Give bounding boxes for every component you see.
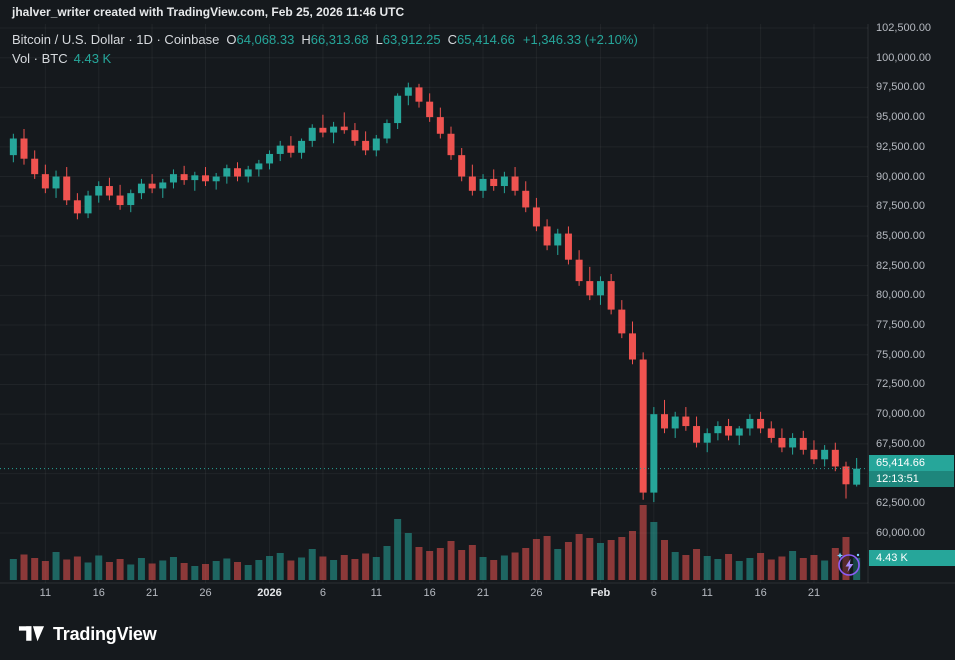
time-axis-label: 11 <box>701 587 713 599</box>
price-axis[interactable]: 102,500.00 100,000.00 97,500.00 95,000.00 92… <box>876 0 954 600</box>
time-axis-label: 16 <box>92 587 105 599</box>
volume-axis-badge: 4.43 K <box>869 549 955 566</box>
volume-row: Vol · BTC 4.43 K <box>12 49 638 68</box>
symbol-title: Bitcoin / U.S. Dollar · 1D · Coinbase <box>12 32 220 47</box>
symbol-row: Bitcoin / U.S. Dollar · 1D · Coinbase O6… <box>12 30 638 49</box>
price-axis-label: 97,500.00 <box>876 81 925 94</box>
volume-label: Vol · BTC <box>12 51 68 66</box>
bar-countdown: 12:13:51 <box>869 470 954 487</box>
price-axis-label: 62,500.00 <box>876 497 925 510</box>
low-label: L <box>375 32 383 47</box>
price-axis-label: 60,000.00 <box>876 527 925 539</box>
tradingview-logo-text: TradingView <box>53 623 157 644</box>
price-axis-label: 92,500.00 <box>876 140 925 153</box>
volume-layer <box>9 505 861 580</box>
tradingview-logo-mark-icon <box>18 626 45 642</box>
time-axis-label: 21 <box>145 587 159 599</box>
current-price-value: 65,414.66 <box>869 454 954 471</box>
price-axis-label: 87,500.00 <box>876 200 925 213</box>
time-axis-label: Feb <box>590 587 611 599</box>
lightning-bolt-icon <box>845 559 854 572</box>
high-label: H <box>301 32 311 47</box>
attribution-text: jhalver_writer created with TradingView.… <box>12 5 405 19</box>
price-axis-label: 100,000.00 <box>876 51 932 64</box>
grid-layer <box>0 24 868 583</box>
price-axis-label: 70,000.00 <box>876 408 925 421</box>
sparkle-dot-icon <box>856 553 860 557</box>
price-axis-label: 95,000.00 <box>876 111 925 124</box>
current-price-badge: 65,414.66 12:13:51 <box>869 454 954 487</box>
price-axis-label: 82,500.00 <box>876 259 925 272</box>
open-label: O <box>226 32 237 47</box>
open-value: 64,068.33 <box>236 32 295 47</box>
price-axis-label: 90,000.00 <box>876 170 925 183</box>
sparkle-icon <box>837 552 843 559</box>
tradingview-logo[interactable]: TradingView <box>18 620 157 648</box>
chart-legend: Bitcoin / U.S. Dollar · 1D · Coinbase O6… <box>12 30 638 68</box>
price-axis-label: 72,500.00 <box>876 378 925 391</box>
price-axis-label: 102,500.00 <box>876 22 932 34</box>
attribution-bar: jhalver_writer created with TradingView.… <box>0 0 955 24</box>
time-axis[interactable]: 11 16 21 26 2026 6 11 16 21 26 Feb 6 11 16 21 <box>0 587 868 603</box>
axis-borders <box>0 24 955 584</box>
time-axis-label: 26 <box>199 587 212 599</box>
time-axis-label: 21 <box>807 587 821 599</box>
price-axis-label: 80,000.00 <box>876 289 925 302</box>
time-axis-label: 6 <box>319 587 326 599</box>
time-axis-label: 6 <box>650 587 657 599</box>
boost-icon[interactable] <box>835 550 863 578</box>
close-label: C <box>447 32 458 47</box>
low-value: 63,912.25 <box>382 32 441 47</box>
time-axis-label: 16 <box>754 587 767 599</box>
time-axis-label: 11 <box>370 587 382 599</box>
time-axis-label: 21 <box>476 587 490 599</box>
price-axis-label: 67,500.00 <box>876 437 925 450</box>
high-value: 66,313.68 <box>310 32 369 47</box>
price-axis-label: 75,000.00 <box>876 348 925 361</box>
time-axis-label: 26 <box>530 587 543 599</box>
price-axis-label: 77,500.00 <box>876 319 925 332</box>
price-axis-label: 85,000.00 <box>876 229 925 242</box>
ohlc-readout: O64,068.33 H66,313.68 L63,912.25 C65,414.66… <box>219 30 637 49</box>
time-axis-label: 11 <box>39 587 52 599</box>
time-axis-label: 16 <box>423 587 436 599</box>
volume-value: 4.43 K <box>73 51 112 66</box>
change-value: +1,346.33 (+2.10%) <box>522 32 638 47</box>
time-axis-label: 2026 <box>257 587 282 599</box>
candles-layer <box>9 82 861 503</box>
close-value: 65,414.66 <box>457 32 515 47</box>
